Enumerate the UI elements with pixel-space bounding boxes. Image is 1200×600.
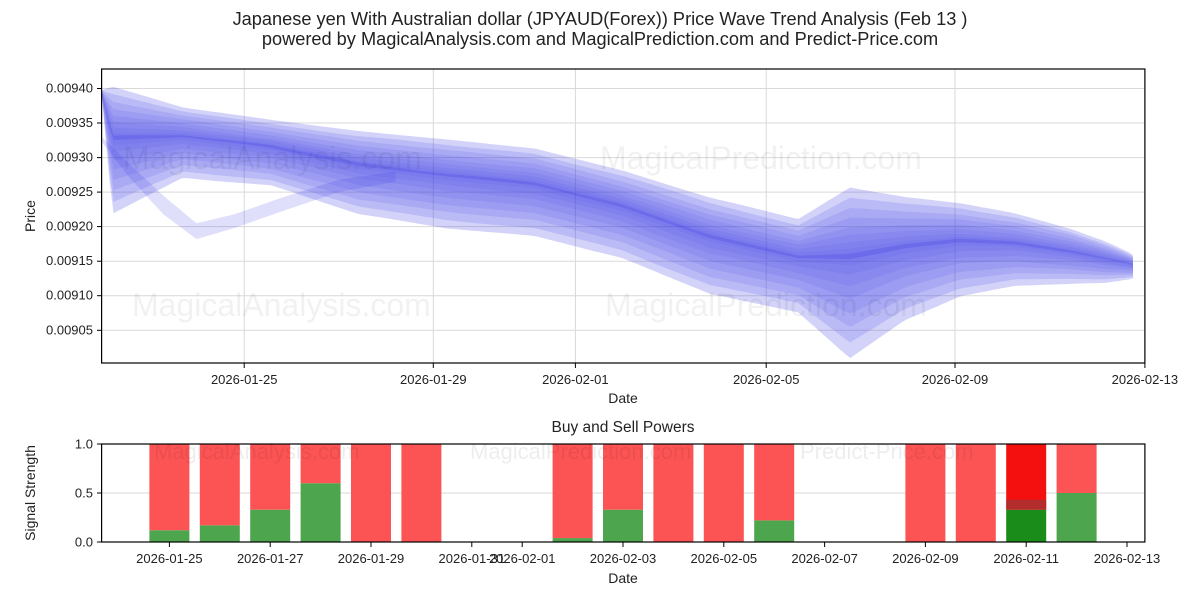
svg-text:2026-02-09: 2026-02-09 — [922, 372, 989, 387]
svg-text:MagicalPrediction.com: MagicalPrediction.com — [600, 140, 922, 176]
svg-text:2026-01-29: 2026-01-29 — [400, 372, 467, 387]
svg-text:MagicalPrediction.com: MagicalPrediction.com — [470, 439, 691, 464]
svg-text:0.5: 0.5 — [75, 486, 93, 501]
svg-text:1.0: 1.0 — [75, 437, 93, 452]
svg-text:2026-02-09: 2026-02-09 — [892, 551, 959, 566]
svg-text:MagicalAnalysis.com: MagicalAnalysis.com — [132, 287, 431, 323]
svg-text:Predict-Price.com: Predict-Price.com — [800, 439, 974, 464]
svg-text:Signal Strength: Signal Strength — [22, 445, 38, 541]
svg-text:2026-02-05: 2026-02-05 — [691, 551, 758, 566]
svg-text:Buy and Sell Powers: Buy and Sell Powers — [551, 419, 694, 436]
svg-text:Date: Date — [608, 570, 638, 586]
svg-text:0.00920: 0.00920 — [46, 219, 93, 234]
svg-text:0.0: 0.0 — [75, 535, 93, 550]
svg-text:MagicalAnalysis.com: MagicalAnalysis.com — [123, 140, 422, 176]
svg-text:Price: Price — [22, 200, 38, 232]
svg-text:2026-01-25: 2026-01-25 — [211, 372, 278, 387]
svg-text:MagicalPrediction.com: MagicalPrediction.com — [605, 287, 927, 323]
svg-text:0.00915: 0.00915 — [46, 253, 93, 268]
svg-text:2026-02-13: 2026-02-13 — [1094, 551, 1161, 566]
svg-text:2026-02-11: 2026-02-11 — [993, 551, 1059, 566]
svg-text:2026-02-01: 2026-02-01 — [489, 551, 556, 566]
svg-text:2026-02-13: 2026-02-13 — [1112, 372, 1179, 387]
svg-text:2026-02-07: 2026-02-07 — [791, 551, 858, 566]
svg-text:2026-01-29: 2026-01-29 — [338, 551, 405, 566]
svg-text:2026-02-05: 2026-02-05 — [733, 372, 800, 387]
svg-text:0.00940: 0.00940 — [46, 81, 93, 96]
svg-text:0.00905: 0.00905 — [46, 322, 93, 337]
svg-text:2026-02-03: 2026-02-03 — [590, 551, 657, 566]
svg-text:0.00935: 0.00935 — [46, 115, 93, 130]
svg-text:2026-01-27: 2026-01-27 — [237, 551, 304, 566]
svg-text:0.00910: 0.00910 — [46, 288, 93, 303]
svg-text:2026-02-01: 2026-02-01 — [542, 372, 609, 387]
svg-text:Date: Date — [608, 390, 638, 406]
svg-text:MagicalAnalysis.com: MagicalAnalysis.com — [154, 439, 359, 464]
svg-text:2026-01-25: 2026-01-25 — [136, 551, 203, 566]
svg-text:0.00925: 0.00925 — [46, 184, 93, 199]
svg-text:0.00930: 0.00930 — [46, 150, 93, 165]
